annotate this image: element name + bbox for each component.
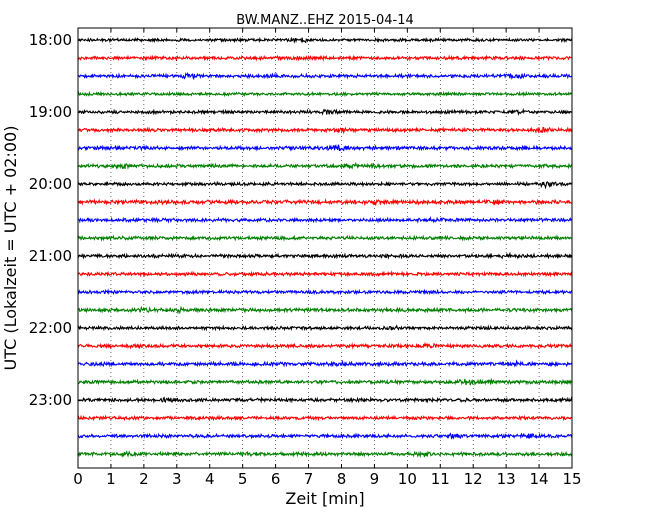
x-tick-labels: 0 1 2 3 4 5 6 7 8 9 10 11 12 13 14 15 [73, 470, 581, 488]
seismic-trace-2245 [77, 377, 573, 386]
seismic-trace-2000 [77, 180, 573, 190]
y-axis-label: UTC (Lokalzeit = UTC + 02:00) [1, 126, 20, 371]
x-tick-label: 2 [139, 470, 149, 488]
seismic-trace-2130 [77, 288, 573, 296]
y-tick-label: 19:00 [29, 103, 72, 121]
axis-ticks [77, 28, 573, 468]
seismic-trace-2015 [77, 198, 573, 207]
seismic-trace-2315 [77, 414, 573, 422]
chart-title: BW.MANZ..EHZ 2015-04-14 [236, 13, 414, 28]
seismic-trace-1915 [77, 126, 573, 135]
x-axis-label: Zeit [min] [285, 489, 364, 508]
seismic-trace-2215 [77, 341, 573, 350]
seismic-trace-1930 [77, 144, 573, 152]
seismic-trace-1815 [77, 54, 573, 62]
seismic-trace-1800 [77, 36, 573, 44]
seismic-trace-1945 [77, 161, 573, 170]
seismic-trace-2115 [77, 270, 573, 278]
x-tick-label: 3 [172, 470, 182, 488]
seismic-trace-2230 [77, 359, 573, 368]
seismic-trace-2345 [77, 450, 573, 459]
seismic-trace-2045 [77, 234, 573, 242]
y-tick-label: 23:00 [29, 391, 72, 409]
y-tick-label: 21:00 [29, 247, 72, 265]
x-tick-label: 1 [106, 470, 116, 488]
y-tick-label: 20:00 [29, 175, 72, 193]
vertical-grid [110, 28, 540, 468]
x-tick-label: 13 [497, 470, 516, 488]
x-tick-label: 15 [562, 470, 581, 488]
x-tick-label: 10 [398, 470, 417, 488]
seismic-trace-2100 [77, 251, 573, 260]
seismic-trace-2200 [77, 324, 573, 332]
seismic-trace-1830 [77, 71, 573, 81]
y-tick-label: 22:00 [29, 319, 72, 337]
seismic-traces [77, 36, 573, 459]
seismic-trace-2030 [77, 215, 573, 224]
seismic-trace-2330 [77, 432, 573, 440]
x-tick-label: 7 [304, 470, 314, 488]
plot-frame [77, 27, 573, 469]
x-tick-label: 0 [73, 470, 83, 488]
x-tick-label: 5 [238, 470, 248, 488]
x-tick-label: 11 [431, 470, 450, 488]
x-tick-label: 14 [530, 470, 549, 488]
x-tick-label: 4 [205, 470, 215, 488]
y-tick-label: 18:00 [29, 31, 72, 49]
x-tick-label: 8 [337, 470, 347, 488]
seismic-trace-2145 [77, 305, 573, 315]
x-tick-label: 12 [464, 470, 483, 488]
y-tick-labels: 18:00 19:00 20:00 21:00 22:00 23:00 [29, 31, 72, 409]
x-tick-label: 6 [271, 470, 281, 488]
x-tick-label: 9 [370, 470, 380, 488]
seismic-trace-1900 [77, 107, 573, 117]
seismic-trace-2300 [77, 396, 573, 404]
seismic-trace-1845 [77, 90, 573, 98]
